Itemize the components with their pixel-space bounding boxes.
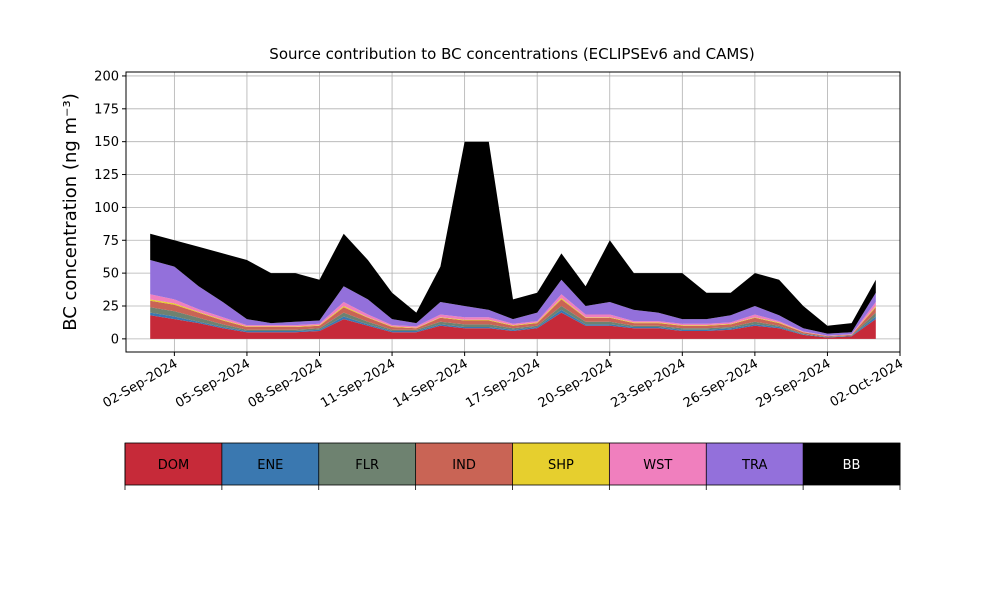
legend-swatch <box>221 443 319 485</box>
area-flr <box>150 306 876 338</box>
plot-frame <box>125 71 901 353</box>
legend-swatch <box>609 443 707 485</box>
x-tick-label: 20-Sep-2024 <box>536 356 616 411</box>
legend-label: WST <box>643 458 672 473</box>
x-tick-label: 02-Oct-2024 <box>828 356 906 410</box>
legend-label: ENE <box>257 458 283 473</box>
y-tick-label: 125 <box>94 168 119 183</box>
area-tra <box>150 260 876 336</box>
x-tick-label: 23-Sep-2024 <box>608 356 688 411</box>
legend-swatch <box>512 443 610 485</box>
y-tick-label: 50 <box>102 267 119 282</box>
x-tick-label: 11-Sep-2024 <box>318 356 398 411</box>
x-tick-label: 05-Sep-2024 <box>173 356 253 411</box>
legend-frame <box>124 442 901 486</box>
legend-swatch <box>706 443 804 485</box>
y-tick-label: 75 <box>102 234 119 249</box>
area-bb <box>150 141 876 334</box>
y-tick-label: 150 <box>94 135 119 150</box>
y-tick-label: 100 <box>94 201 119 216</box>
x-tick-label: 14-Sep-2024 <box>391 356 471 411</box>
x-tick-label: 29-Sep-2024 <box>754 356 834 411</box>
legend-swatch <box>803 443 900 485</box>
legend-swatch <box>125 443 222 485</box>
y-axis-label: BC concentration (ng m⁻³) <box>60 93 81 331</box>
chart-title: Source contribution to BC concentrations… <box>269 45 754 63</box>
area-ind <box>150 299 876 337</box>
x-tick-label: 02-Sep-2024 <box>101 356 181 411</box>
legend-label: IND <box>452 458 476 473</box>
area-dom <box>150 312 876 339</box>
legend-label: FLR <box>355 458 379 473</box>
x-tick-label: 08-Sep-2024 <box>246 356 326 411</box>
y-tick-label: 200 <box>94 69 119 84</box>
y-tick-label: 25 <box>102 299 119 314</box>
x-tick-label: 26-Sep-2024 <box>681 356 761 411</box>
legend-label: DOM <box>158 458 189 473</box>
area-ene <box>150 309 876 338</box>
area-wst <box>150 294 876 336</box>
legend-swatch <box>318 443 416 485</box>
legend-label: TRA <box>741 458 767 473</box>
x-tick-label: 17-Sep-2024 <box>463 356 543 411</box>
y-tick-label: 0 <box>111 332 119 347</box>
y-tick-label: 175 <box>94 102 119 117</box>
legend-label: SHP <box>548 458 574 473</box>
legend-swatch <box>415 443 513 485</box>
legend-label: BB <box>843 458 861 473</box>
